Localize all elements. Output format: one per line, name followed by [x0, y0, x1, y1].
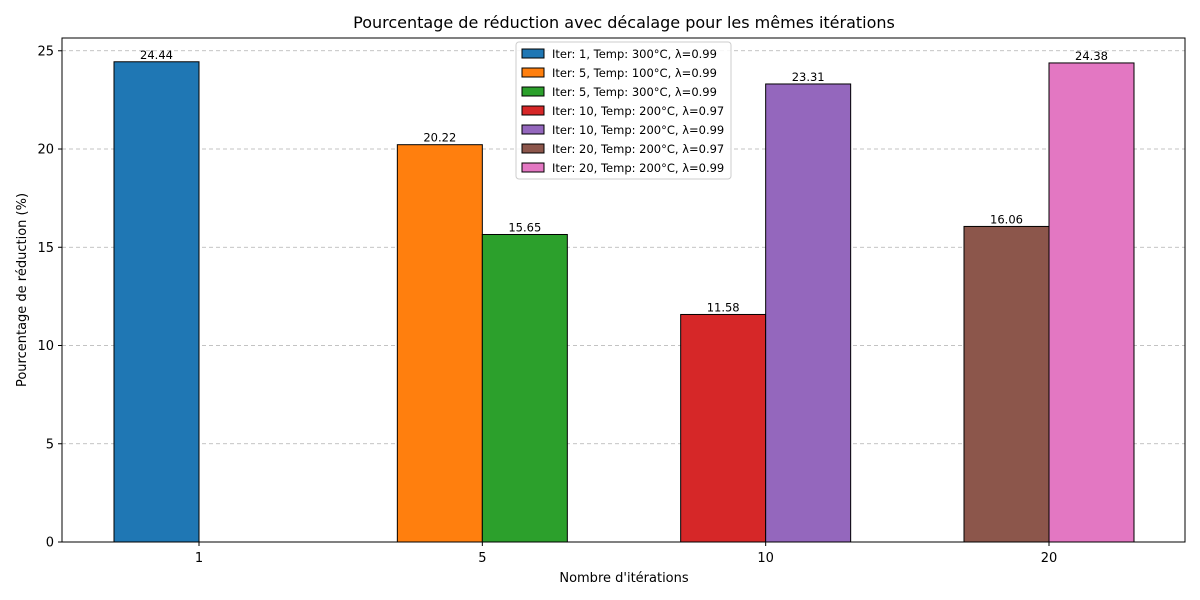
y-tick-label: 15	[37, 241, 54, 256]
legend-entry: Iter: 10, Temp: 200°C, λ=0.99	[552, 123, 724, 137]
bar	[680, 313, 767, 543]
data-label: 23.31	[792, 70, 825, 84]
y-axis-title: Pourcentage de réduction (%)	[15, 193, 30, 387]
legend-swatch	[521, 143, 545, 154]
y-tick-label: 20	[37, 143, 54, 158]
legend-entry: Iter: 20, Temp: 200°C, λ=0.99	[552, 161, 724, 175]
data-labels: 24.44 20.22 15.65 11.58 23.31 16.06 24.38	[140, 48, 1108, 315]
legend-swatch	[521, 162, 545, 173]
y-tick-label: 0	[46, 536, 54, 551]
x-tick-label: 5	[478, 551, 486, 566]
bars	[113, 61, 1135, 543]
y-tick-label: 10	[37, 339, 54, 354]
legend-swatch	[521, 124, 545, 135]
legend-entry: Iter: 10, Temp: 200°C, λ=0.97	[552, 104, 724, 118]
data-label: 20.22	[423, 131, 456, 145]
x-tick-label: 20	[1041, 551, 1058, 566]
bar	[1048, 62, 1135, 543]
x-axis-title: Nombre d'itérations	[559, 571, 689, 586]
legend: Iter: 1, Temp: 300°C, λ=0.99 Iter: 5, Tem…	[515, 41, 732, 180]
y-axis: 0 5 10 15 20 25	[37, 44, 62, 551]
y-tick-label: 25	[37, 44, 54, 59]
bar	[113, 61, 200, 543]
bar	[963, 225, 1050, 543]
x-axis: 1 5 10 20	[195, 542, 1057, 566]
data-label: 24.44	[140, 48, 173, 62]
data-label: 15.65	[508, 220, 541, 234]
data-label: 11.58	[707, 300, 740, 314]
legend-entry: Iter: 5, Temp: 100°C, λ=0.99	[552, 66, 717, 80]
x-tick-label: 1	[195, 551, 203, 566]
bar	[481, 233, 568, 543]
bar	[396, 144, 483, 543]
data-label: 24.38	[1075, 49, 1108, 63]
bar	[765, 83, 852, 543]
legend-swatch	[521, 67, 545, 78]
chart-title: Pourcentage de réduction avec décalage p…	[353, 13, 895, 32]
plot-frame	[61, 37, 1186, 543]
legend-swatch	[521, 105, 545, 116]
x-tick-label: 10	[757, 551, 774, 566]
legend-swatch	[521, 86, 545, 97]
data-label: 16.06	[990, 212, 1023, 226]
legend-swatch	[521, 48, 545, 59]
legend-entry: Iter: 20, Temp: 200°C, λ=0.97	[552, 142, 724, 156]
legend-entry: Iter: 1, Temp: 300°C, λ=0.99	[552, 47, 717, 61]
legend-entry: Iter: 5, Temp: 300°C, λ=0.99	[552, 85, 717, 99]
y-tick-label: 5	[46, 437, 54, 452]
legend-frame	[515, 41, 732, 180]
